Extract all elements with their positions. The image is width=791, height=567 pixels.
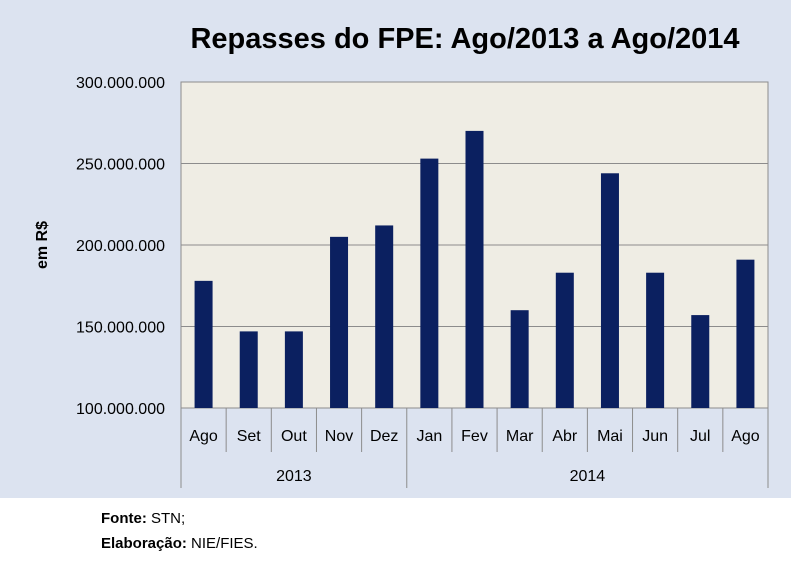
group-label: 2013 (276, 468, 312, 485)
y-tick-label: 250.000.000 (76, 157, 165, 174)
bar (420, 158, 439, 408)
x-tick-label: Abr (552, 428, 578, 445)
source-value: STN; (146, 510, 186, 527)
bar (736, 259, 755, 408)
y-tick-label: 100.000.000 (76, 401, 165, 418)
x-tick-label: Ago (189, 428, 218, 445)
x-tick-label: Fev (461, 428, 488, 445)
group-label: 2014 (570, 468, 606, 485)
bar (646, 272, 665, 408)
bar (239, 331, 258, 408)
x-tick-label: Mar (506, 428, 534, 445)
bar (465, 130, 484, 408)
bar (194, 280, 213, 408)
source-line: Fonte: STN; (101, 510, 185, 527)
x-tick-label: Set (237, 428, 262, 445)
source-label: Fonte: (101, 510, 147, 527)
y-tick-label: 300.000.000 (76, 75, 165, 92)
y-tick-label: 150.000.000 (76, 320, 165, 337)
bar (284, 331, 303, 408)
y-tick-labels: 100.000.000 150.000.000 200.000.000 250.000… (76, 75, 165, 418)
elaboration-value: NIE/FIES. (186, 535, 258, 552)
x-tick-label: Out (281, 428, 307, 445)
x-tick-label: Jan (416, 428, 442, 445)
x-tick-label: Ago (731, 428, 760, 445)
x-tick-label: Jul (690, 428, 710, 445)
elaboration-label: Elaboração: (101, 535, 187, 552)
chart-title: Repasses do FPE: Ago/2013 a Ago/2014 (190, 23, 739, 55)
y-tick-label: 200.000.000 (76, 238, 165, 255)
chart-panel: Repasses do FPE: Ago/2013 a Ago/2014 100… (0, 0, 791, 498)
bar (510, 310, 529, 408)
bar-chart: Repasses do FPE: Ago/2013 a Ago/2014 100… (34, 23, 769, 488)
bar (555, 272, 574, 408)
x-tick-label: Mai (597, 428, 623, 445)
bar (375, 225, 394, 408)
x-tick-label: Jun (642, 428, 668, 445)
x-axis: Ago Set Out Nov Dez Jan Fev Mar Abr Mai Jun Jul Ago 2… (180, 408, 769, 488)
bar (691, 315, 710, 408)
y-axis-label: em R$ (34, 221, 51, 269)
bar (330, 236, 349, 408)
x-tick-label: Dez (370, 428, 398, 445)
x-tick-label: Nov (325, 428, 353, 445)
bars (194, 130, 755, 408)
elaboration-line: Elaboração: NIE/FIES. (101, 535, 258, 552)
bar (600, 173, 619, 408)
